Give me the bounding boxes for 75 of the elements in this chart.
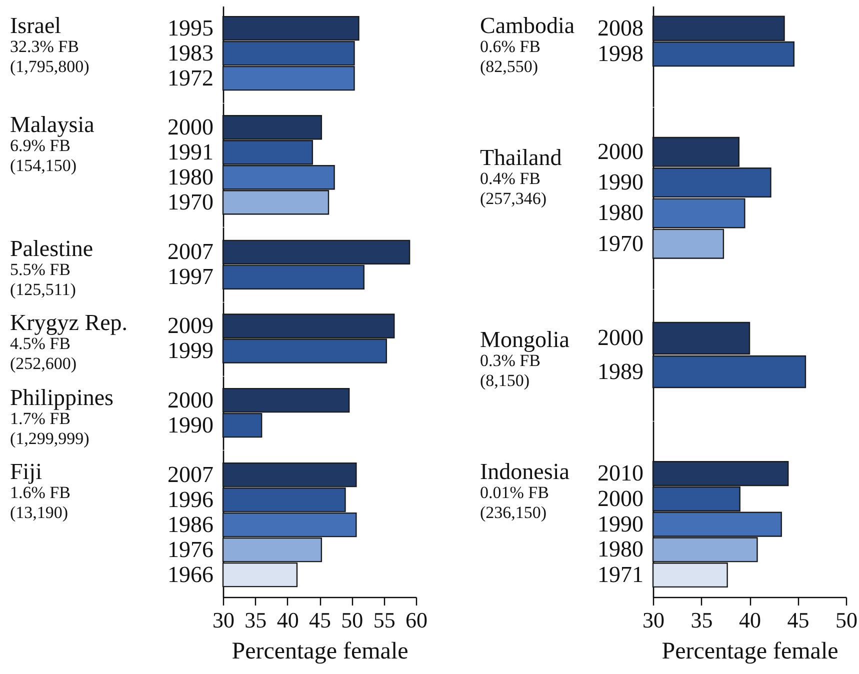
y-tick-label: 1990 [598,511,644,536]
y-tick-label: 1990 [168,412,214,438]
y-tick-label: 1966 [168,562,214,587]
y-tick-label: 2009 [168,313,214,338]
y-tick-label: 1998 [598,41,644,66]
chart-title: Palestine [10,236,94,262]
text: Thailand [480,144,562,170]
y-tick-label: 1970 [168,189,214,214]
text: 1.7% FB [10,408,70,429]
text: 1.6% FB [10,483,70,504]
x-tick-label: 45 [787,608,810,632]
x-tick-label: 40 [276,608,299,632]
y-tick-label: 1980 [598,536,644,562]
text: Israel [10,12,62,38]
x-tick-label: 50 [836,608,858,632]
y-tick-label: 1980 [598,200,644,226]
text: Fiji [10,459,43,484]
text: 4.5% FB [10,334,70,354]
chart-title: Philippines [10,384,114,410]
y-tick-label: 1970 [598,230,644,256]
y-tick-label: 2007 [168,239,214,264]
text: 6.9% FB [10,136,70,156]
text: 0.01% FB [480,483,550,504]
y-tick-label: 1983 [168,40,214,66]
text: (252,600) [10,354,78,374]
text: 5.5% FB [10,260,72,280]
y-tick-label: 1980 [168,164,214,190]
text: (257,346) [480,188,548,209]
y-tick-label: 1986 [168,512,214,537]
y-tick-label: 1989 [598,358,644,384]
y-tick-label: 2000 [598,325,644,350]
y-tick-label: 1997 [168,264,214,290]
x-tick-label: 30 [212,608,234,632]
y-tick-label: 2008 [598,15,644,40]
text: (125,511) [10,280,77,300]
y-tick-label: 1999 [168,338,214,363]
text: (154,150) [10,156,78,176]
y-tick-label: 1991 [168,139,214,164]
y-tick-label: 2000 [168,387,214,412]
text: (82,550) [480,56,540,77]
y-tick-label: 1996 [168,486,214,512]
y-tick-label: 1971 [598,562,644,588]
x-tick-label: 35 [690,608,713,632]
chart-title: Indonesia [480,459,570,484]
text: 32.3% FB [10,36,80,57]
y-tick-label: 1995 [168,15,214,40]
y-tick-label: 2010 [598,460,644,486]
chart-title: Krygyz Rep. [10,310,128,336]
text: 0.3% FB [480,350,540,371]
x-tick-label: 55 [373,608,396,632]
y-tick-label: 2000 [598,138,644,164]
x-tick-label: 50 [341,608,364,632]
y-tick-label: 1990 [598,170,644,195]
text: (8,150) [480,370,531,391]
text: (1,795,800) [10,56,90,77]
y-tick-label: 1972 [168,65,214,90]
x-axis-title: Percentage female [232,638,408,664]
text: (236,150) [480,503,548,524]
x-tick-label: 30 [642,608,664,632]
x-tick-label: 60 [406,608,428,632]
y-tick-label: 2000 [598,486,644,511]
chart-title: Malaysia [10,112,94,137]
y-tick-label: 2000 [168,114,214,140]
chart-title: Cambodia [480,12,575,38]
y-tick-label: 2007 [168,462,214,487]
text: Mongolia [480,326,570,352]
text: 0.4% FB [480,168,542,189]
x-axis-title: Percentage female [662,638,838,664]
text: (13,190) [10,503,70,524]
x-tick-label: 45 [309,608,331,632]
text: (1,299,999) [10,428,90,449]
x-tick-label: 40 [739,608,761,632]
text: 0.6% FB [480,36,542,57]
x-tick-label: 35 [244,608,267,632]
y-tick-label: 1976 [168,536,214,562]
